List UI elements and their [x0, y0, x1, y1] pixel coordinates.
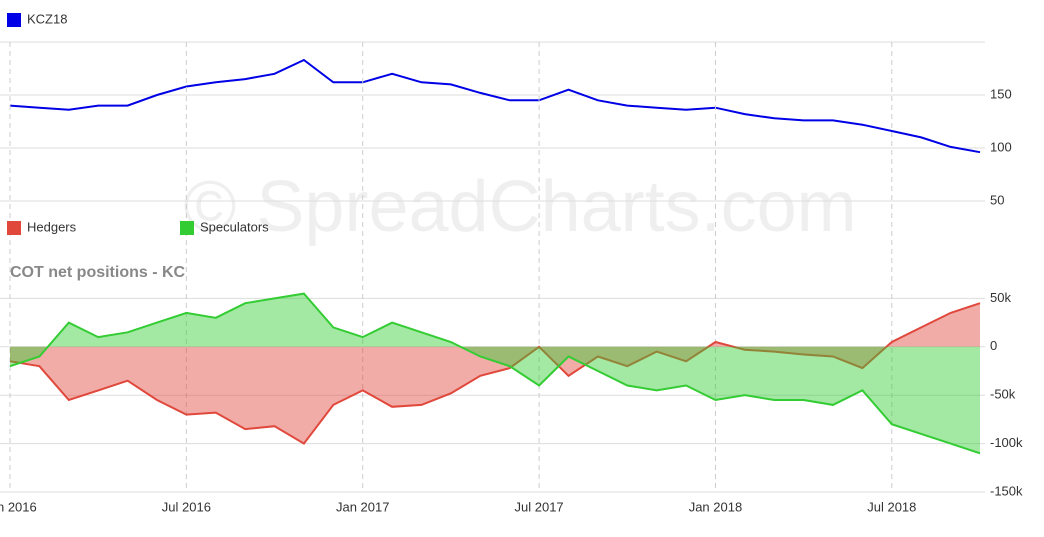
y-tick-label: -100k	[990, 435, 1023, 450]
x-tick-label: Jan 2017	[336, 499, 390, 514]
legend-swatch	[180, 221, 194, 235]
legend-label: Hedgers	[27, 219, 77, 234]
y-tick-label: 100	[990, 139, 1012, 154]
series-line	[9, 58, 981, 154]
x-tick-label: Jul 2018	[867, 499, 916, 514]
y-tick-label: 0	[990, 338, 997, 353]
legend-swatch	[7, 221, 21, 235]
x-tick-label: Jul 2016	[162, 499, 211, 514]
y-tick-label: 50k	[990, 290, 1011, 305]
area-fill	[10, 303, 980, 444]
x-tick-label: Jan 2018	[689, 499, 743, 514]
y-tick-label: 50	[990, 192, 1004, 207]
legend-swatch	[7, 13, 21, 27]
legend-label: Speculators	[200, 219, 269, 234]
series-line	[9, 302, 981, 445]
legend-label: KCZ18	[27, 11, 67, 26]
y-tick-label: -50k	[990, 387, 1016, 402]
y-tick-label: 150	[990, 86, 1012, 101]
x-tick-label: Jan 2016	[0, 499, 37, 514]
series-line	[9, 292, 981, 455]
chart-title: COT net positions - KC	[10, 264, 186, 281]
area-fill	[10, 293, 980, 454]
y-tick-label: -150k	[990, 483, 1023, 498]
watermark: © SpreadCharts.com	[183, 167, 856, 247]
x-tick-label: Jul 2017	[515, 499, 564, 514]
